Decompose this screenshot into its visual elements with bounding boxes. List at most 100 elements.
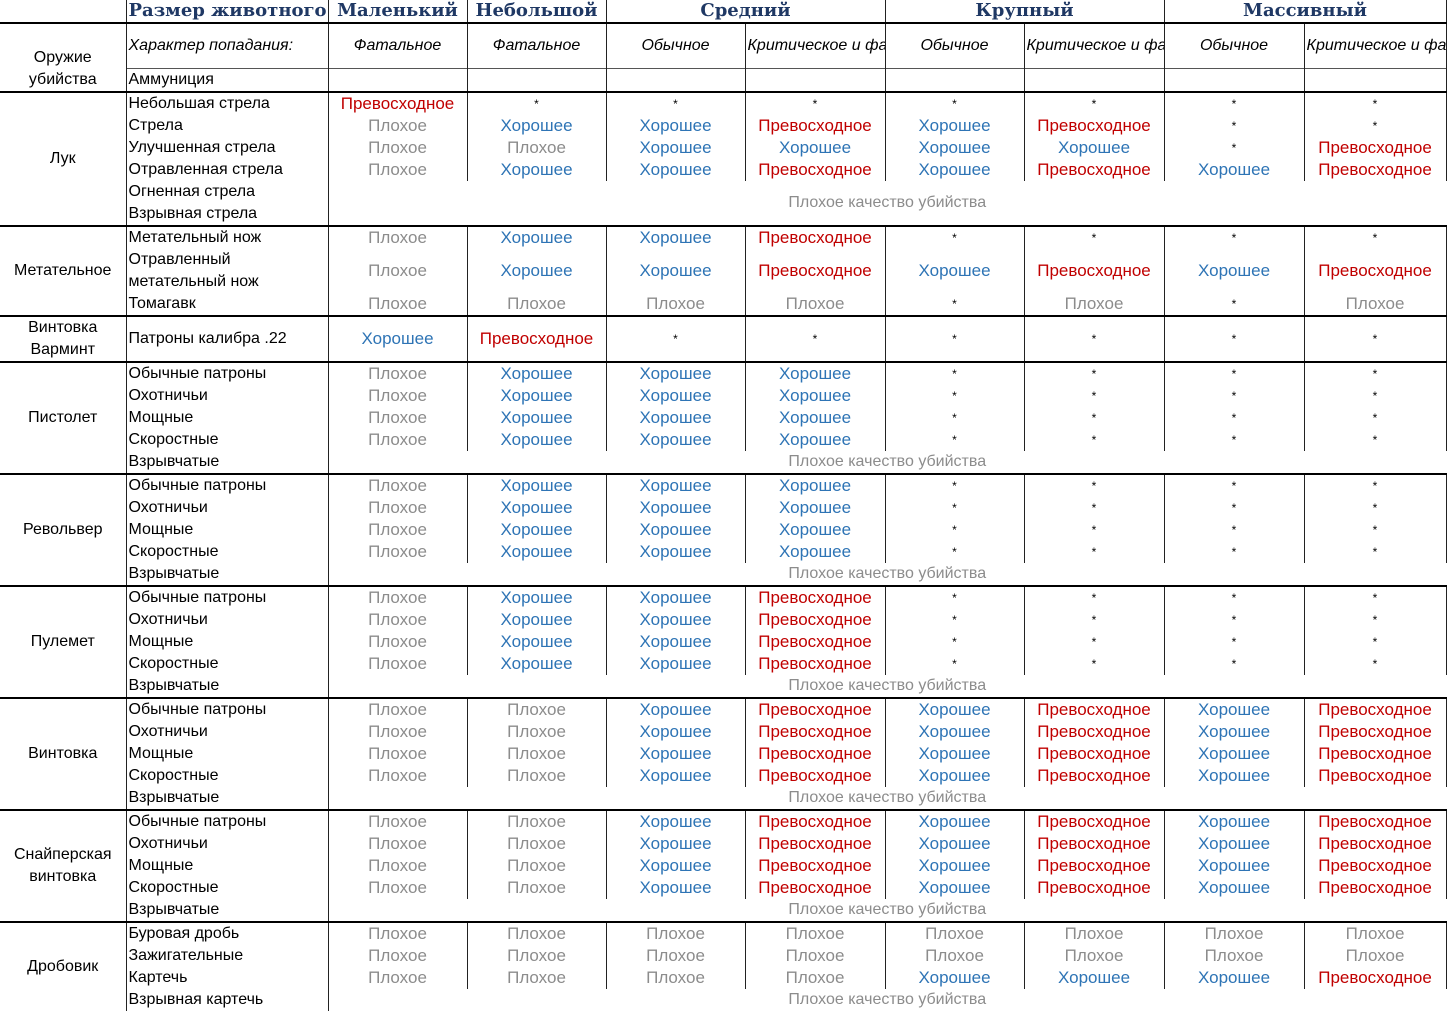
- table-row: Метательное Метательный нож Плохое Хорошее Х…: [0, 225, 1447, 316]
- size-header: Средний: [606, 0, 886, 24]
- empty-header-cell: [1164, 68, 1305, 93]
- rating-na: *: [1024, 429, 1165, 451]
- table-row: Пулемет Обычные патроны Плохое Хорошее Хорош…: [0, 585, 1447, 698]
- hit-header: Фатальное: [467, 23, 607, 69]
- rating-na: *: [1164, 385, 1305, 407]
- rating-na: *: [885, 315, 1025, 362]
- rating-poor: Плохое: [1164, 945, 1305, 967]
- rating-excellent: Превосходное: [1304, 833, 1447, 855]
- ammo-name: Взрывчатые: [126, 451, 329, 474]
- rating-poor: Плохое: [328, 609, 468, 631]
- rating-excellent: Превосходное: [745, 631, 886, 653]
- rating-good: Хорошее: [328, 315, 468, 362]
- rating-good: Хорошее: [606, 765, 746, 787]
- rating-na: *: [885, 497, 1025, 519]
- rating-poor: Плохое: [328, 159, 468, 181]
- empty-header-cell: [1024, 68, 1165, 93]
- ammo-name: Взрывная картечь: [126, 989, 329, 1011]
- rating-excellent: Превосходное: [1024, 877, 1165, 899]
- table-row: Картечь Плохое Плохое Плохое Плохое Хорошее Хо…: [0, 967, 1447, 989]
- rating-na: *: [1164, 315, 1305, 362]
- rating-na: *: [1164, 497, 1305, 519]
- ammo-name: Патроны калибра .22: [126, 315, 329, 362]
- rating-good: Хорошее: [1164, 159, 1305, 181]
- weapon-name: Снайперская винтовка: [0, 809, 127, 922]
- rating-excellent: Превосходное: [745, 721, 886, 743]
- size-label: Размер животного:: [126, 0, 329, 24]
- rating-na: *: [1024, 91, 1165, 115]
- rating-good: Хорошее: [606, 407, 746, 429]
- rating-poor: Плохое: [1024, 945, 1165, 967]
- rating-good: Хорошее: [885, 855, 1025, 877]
- table-row: Скоростные Плохое Плохое Хорошее Превосходно…: [0, 877, 1447, 899]
- table-row: Зажигательные Плохое Плохое Плохое Плохое Пло…: [0, 945, 1447, 967]
- weapon-name: Винтовка: [0, 697, 127, 810]
- rating-poor: Плохое: [745, 293, 886, 316]
- table-row: Взрывная картечь Плохое качество убийства: [0, 989, 1446, 1011]
- rating-poor: Плохое: [885, 921, 1025, 945]
- rating-excellent: Превосходное: [745, 249, 886, 293]
- rating-poor: Плохое: [467, 855, 607, 877]
- rating-good: Хорошее: [467, 473, 607, 497]
- rating-na: *: [885, 385, 1025, 407]
- rating-na: *: [1304, 497, 1447, 519]
- rating-na: *: [885, 585, 1025, 609]
- rating-good: Хорошее: [606, 519, 746, 541]
- rating-poor: Плохое: [328, 429, 468, 451]
- ammo-name: Охотничьи: [126, 833, 329, 855]
- rating-poor: Плохое: [745, 967, 886, 989]
- ammo-name: Мощные: [126, 743, 329, 765]
- rating-na: *: [1024, 473, 1165, 497]
- rating-excellent: Превосходное: [1024, 743, 1165, 765]
- rating-good: Хорошее: [606, 833, 746, 855]
- rating-poor: Плохое: [328, 855, 468, 877]
- rating-na: *: [1024, 407, 1165, 429]
- rating-good: Хорошее: [467, 631, 607, 653]
- rating-good: Хорошее: [606, 721, 746, 743]
- hit-header: Обычное: [885, 23, 1025, 69]
- rating-good: Хорошее: [1164, 743, 1305, 765]
- weapon-label: Оружие убийства: [0, 23, 127, 93]
- rating-good: Хорошее: [606, 361, 746, 385]
- rating-poor: Плохое: [467, 877, 607, 899]
- rating-good: Хорошее: [1164, 877, 1305, 899]
- rating-good: Хорошее: [745, 497, 886, 519]
- rating-poor: Плохое: [328, 721, 468, 743]
- rating-excellent: Превосходное: [1024, 721, 1165, 743]
- rating-excellent: Превосходное: [745, 855, 886, 877]
- table-row: Пистолет Обычные патроны Плохое Хорошее Хоро…: [0, 361, 1447, 474]
- ammo-name: Отравленный метательный нож: [126, 249, 329, 293]
- rating-na: *: [1164, 137, 1305, 159]
- corner-cell: [0, 0, 127, 24]
- rating-excellent: Превосходное: [1304, 159, 1447, 181]
- rating-good: Хорошее: [885, 721, 1025, 743]
- ammo-name: Взрывчатые: [126, 563, 329, 586]
- ammo-name: Обычные патроны: [126, 809, 329, 833]
- table-row: Стрела Плохое Хорошее Хорошее Превосходное Хо…: [0, 115, 1447, 137]
- hit-label: Характер попадания:: [126, 23, 329, 69]
- rating-good: Хорошее: [745, 541, 886, 563]
- rating-good: Хорошее: [745, 407, 886, 429]
- rating-excellent: Превосходное: [745, 609, 886, 631]
- rating-na: *: [1024, 519, 1165, 541]
- rating-na: *: [745, 315, 886, 362]
- rating-poor: Плохое: [328, 497, 468, 519]
- rating-poor: Плохое: [745, 945, 886, 967]
- rating-good: Хорошее: [606, 115, 746, 137]
- rating-excellent: Превосходное: [1024, 697, 1165, 721]
- rating-excellent: Превосходное: [1304, 743, 1447, 765]
- table-row: Скоростные Плохое Плохое Хорошее Превосходно…: [0, 765, 1447, 787]
- rating-na: *: [1024, 361, 1165, 385]
- rating-poor: Плохое: [328, 249, 468, 293]
- rating-na: *: [885, 361, 1025, 385]
- weapon-name: Метательное: [0, 225, 127, 316]
- table-row: Скоростные Плохое Хорошее Хорошее Хорошее * * *…: [0, 541, 1447, 563]
- rating-excellent: Превосходное: [745, 115, 886, 137]
- rating-excellent: Превосходное: [467, 315, 607, 362]
- rating-poor: Плохое: [328, 765, 468, 787]
- table-row: Томагавк Плохое Плохое Плохое Плохое * Плохое *…: [0, 293, 1447, 316]
- rating-good: Хорошее: [467, 519, 607, 541]
- rating-good: Хорошее: [467, 609, 607, 631]
- size-header: Небольшой: [467, 0, 607, 24]
- table-row: Мощные Плохое Плохое Хорошее Превосходное Хор…: [0, 855, 1447, 877]
